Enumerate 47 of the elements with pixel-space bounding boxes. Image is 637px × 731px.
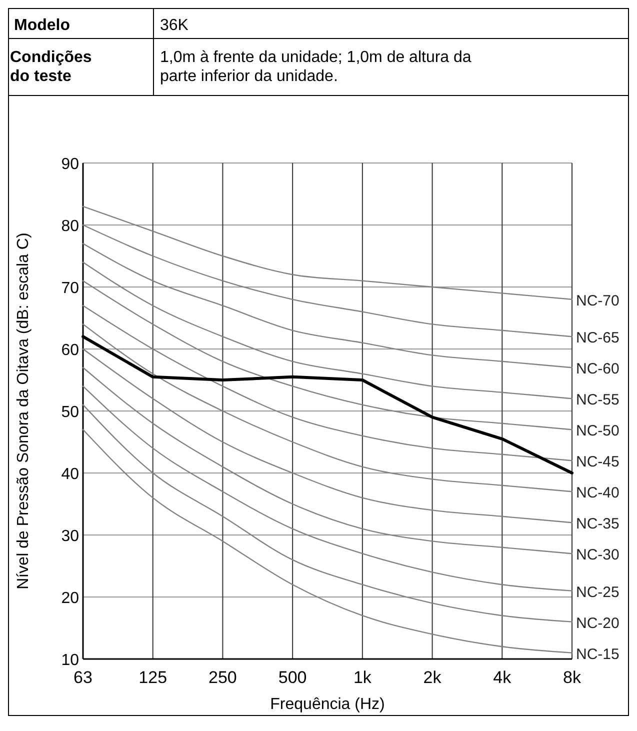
line-series: [82, 224, 573, 338]
x-tick-label: 2k: [423, 668, 442, 687]
line-series: [82, 280, 573, 430]
y-tick-label: 50: [61, 404, 80, 421]
y-tick-label: 30: [61, 528, 80, 545]
series-label: NC-20: [576, 614, 620, 632]
text: Modelo: [14, 17, 70, 34]
series-label: NC-30: [576, 546, 620, 564]
x-tick-label: 125: [138, 668, 168, 687]
y-axis-title: Nível de Pressão Sonora da Oitava (dB: escala C): [15, 232, 32, 590]
series-label: NC-60: [576, 360, 620, 378]
series-label: NC-15: [576, 646, 620, 663]
series-label: NC-25: [576, 584, 620, 601]
line-series: [82, 404, 573, 622]
line-series: [82, 243, 573, 368]
y-tick-label: 80: [61, 218, 80, 235]
line-series: [82, 262, 573, 400]
line-series: [82, 386, 573, 592]
text: 1,0m à frente da unidade; 1,0m de altura da parte inferior da unidade.: [160, 49, 472, 85]
line-series: [82, 429, 573, 654]
y-tick-label: 70: [61, 280, 80, 297]
x-tick-label: 500: [278, 668, 307, 687]
series-label: NC-65: [576, 330, 620, 347]
line-series: [82, 305, 573, 462]
y-tick-label: 90: [61, 156, 80, 173]
series-label: NC-45: [576, 454, 620, 471]
line-series: [82, 324, 573, 492]
x-tick-label: 4k: [493, 668, 512, 687]
x-tick-label: 250: [208, 668, 237, 687]
series-label: NC-70: [576, 292, 620, 310]
y-tick-label: 60: [61, 342, 80, 359]
series-label: NC-55: [576, 392, 620, 409]
y-tick-label: 20: [61, 590, 80, 607]
text: 36K: [160, 17, 189, 34]
line-series: [82, 206, 573, 300]
series-label: NC-40: [576, 484, 620, 502]
y-tick-label: 40: [61, 466, 80, 483]
series-label: NC-50: [576, 422, 620, 440]
line-series: [82, 367, 573, 554]
x-tick-label: 63: [74, 668, 92, 687]
x-tick-label: 1k: [353, 668, 372, 687]
series-label: NC-35: [576, 516, 620, 533]
x-axis-title: Frequência (Hz): [270, 696, 385, 713]
line-series: [82, 348, 573, 524]
y-tick-label: 10: [61, 652, 80, 669]
text: Condições do teste: [10, 49, 92, 85]
x-tick-label: 8k: [563, 668, 582, 687]
